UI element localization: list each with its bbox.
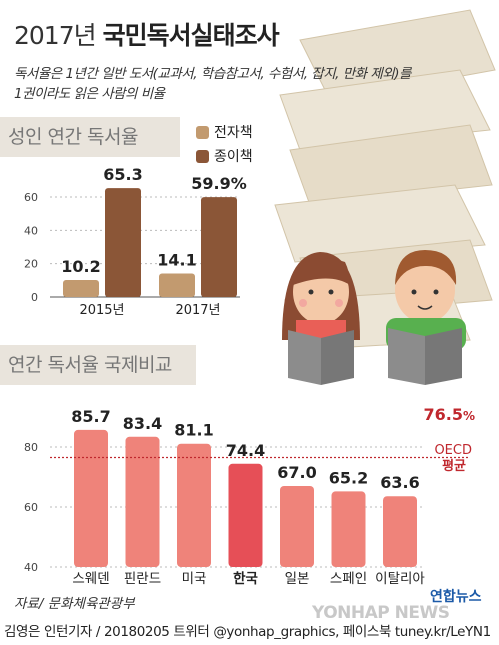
legend-item-ebook: 전자책 bbox=[196, 122, 253, 142]
oecd-value-label: 76.5% bbox=[423, 405, 475, 424]
legend-swatch-ebook bbox=[196, 125, 209, 139]
bar-value-label: 65.2 bbox=[329, 468, 368, 487]
legend-label-paper: 종이책 bbox=[214, 149, 253, 165]
section-adult-reading-rate: 성인 연간 독서율 bbox=[0, 117, 180, 157]
y-tick-label: 60 bbox=[24, 191, 38, 204]
y-tick-label: 0 bbox=[31, 291, 38, 304]
bar-5 bbox=[331, 491, 366, 567]
credit-line: 김영은 인턴기자 / 20180205 트위터 @yonhap_graphics… bbox=[4, 624, 491, 640]
bar-value-label: 59.9% bbox=[191, 174, 247, 193]
x-category-label: 스웨덴 bbox=[72, 571, 109, 587]
bar-value-label: 67.0 bbox=[277, 463, 316, 482]
section-international-comparison: 연간 독서율 국제비교 bbox=[0, 345, 196, 385]
oecd-average-label: 평균 bbox=[442, 458, 466, 474]
description-line-2: 1권이라도 읽은 사람의 비율 bbox=[14, 86, 165, 102]
x-category-label: 스페인 bbox=[330, 571, 367, 587]
x-category-label: 일본 bbox=[285, 571, 310, 587]
bar-ebook bbox=[159, 273, 195, 297]
x-category-label: 2017년 bbox=[175, 303, 220, 318]
bar-value-label: 65.3 bbox=[103, 165, 142, 184]
boy-reader-illustration bbox=[386, 250, 466, 385]
bar-paper bbox=[201, 197, 237, 297]
bar-value-label: 74.4 bbox=[226, 441, 265, 460]
x-category-label: 2015년 bbox=[79, 303, 124, 318]
bar-value-label: 63.6 bbox=[380, 473, 419, 492]
yonhap-logo: 연합뉴스 bbox=[430, 589, 482, 605]
bar-value-label: 81.1 bbox=[174, 421, 213, 440]
bar-value-label: 14.1 bbox=[157, 251, 196, 270]
bar-value-label: 10.2 bbox=[61, 257, 100, 276]
bar-paper bbox=[105, 188, 141, 297]
bar-1 bbox=[125, 436, 160, 567]
source-note: 자료/ 문화체육관광부 bbox=[14, 596, 135, 612]
bar-0 bbox=[74, 429, 108, 567]
x-category-label: 미국 bbox=[182, 571, 207, 587]
x-category-label: 한국 bbox=[233, 571, 258, 587]
chart-legend: 전자책 종이책 bbox=[196, 122, 253, 170]
x-category-label: 이탈리아 bbox=[375, 571, 425, 587]
legend-label-ebook: 전자책 bbox=[214, 125, 253, 141]
y-tick-label: 40 bbox=[24, 561, 38, 574]
bar-3 bbox=[228, 463, 263, 567]
y-tick-label: 80 bbox=[24, 441, 38, 454]
bar-2 bbox=[177, 443, 211, 567]
y-tick-label: 40 bbox=[24, 224, 38, 237]
girl-reader-illustration bbox=[282, 252, 360, 385]
legend-item-paper: 종이책 bbox=[196, 146, 253, 166]
watermark: YONHAP NEWS bbox=[312, 603, 450, 623]
bar-value-label: 83.4 bbox=[123, 414, 162, 433]
title-year: 2017년 bbox=[14, 21, 97, 50]
bar-ebook bbox=[63, 280, 99, 297]
oecd-name-label: OECD bbox=[434, 443, 472, 458]
title-main: 국민독서실태조사 bbox=[102, 21, 280, 50]
page-title: 2017년 국민독서실태조사 bbox=[14, 16, 280, 52]
x-category-label: 핀란드 bbox=[124, 571, 161, 587]
y-tick-label: 60 bbox=[24, 501, 38, 514]
legend-swatch-paper bbox=[196, 149, 209, 163]
bar-value-label: 85.7 bbox=[71, 407, 110, 426]
y-tick-label: 20 bbox=[24, 258, 38, 271]
bar-6 bbox=[383, 496, 417, 567]
bar-4 bbox=[280, 486, 314, 567]
description-line-1: 독서율은 1년간 일반 도서(교과서, 학습참고서, 수험서, 잡지, 만화 제… bbox=[14, 66, 411, 82]
